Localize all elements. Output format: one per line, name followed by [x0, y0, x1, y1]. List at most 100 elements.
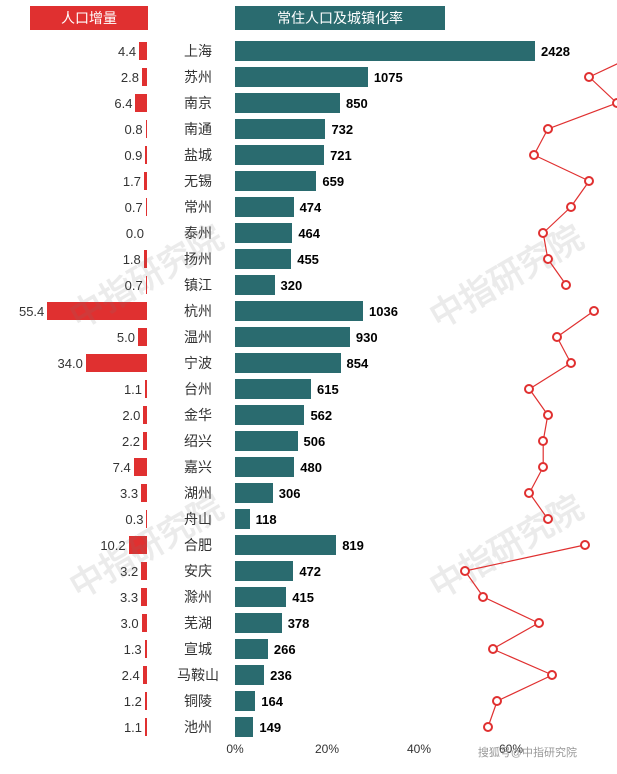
population-value: 2428 — [541, 44, 570, 59]
header-left-title: 人口增量 — [30, 6, 148, 30]
growth-bar — [141, 562, 147, 580]
growth-value: 2.4 — [122, 668, 140, 683]
population-value: 164 — [261, 694, 283, 709]
growth-value: 0.8 — [124, 122, 142, 137]
population-value: 474 — [300, 200, 322, 215]
growth-bar — [143, 406, 147, 424]
growth-value: 1.2 — [124, 694, 142, 709]
population-bar — [235, 639, 268, 659]
growth-value: 4.4 — [118, 44, 136, 59]
table-row: 0.7常州474 — [0, 194, 617, 220]
table-row: 1.1 台州 615 — [0, 376, 617, 402]
population-bar — [235, 223, 292, 243]
city-name: 南通 — [168, 119, 228, 139]
table-row: 34.0宁波854 — [0, 350, 617, 376]
population-bar — [235, 561, 293, 581]
city-name: 舟山 — [168, 509, 228, 529]
x-axis-tick: 20% — [315, 742, 339, 756]
table-row: 5.0温州930 — [0, 324, 617, 350]
city-name: 台州 — [168, 379, 228, 399]
header-right-label: 常住人口及城镇化率 — [277, 8, 403, 28]
table-row: 1.7无锡659 — [0, 168, 617, 194]
population-value: 149 — [259, 720, 281, 735]
population-bar — [235, 353, 341, 373]
city-name: 嘉兴 — [168, 457, 228, 477]
city-name: 杭州 — [168, 301, 228, 321]
city-name: 金华 — [168, 405, 228, 425]
urban-rate-marker — [478, 592, 488, 602]
population-bar — [235, 119, 325, 139]
population-value: 472 — [299, 564, 321, 579]
table-row: 2.8苏州1075 — [0, 64, 617, 90]
city-name: 马鞍山 — [168, 665, 228, 685]
growth-value: 5.0 — [117, 330, 135, 345]
growth-bar — [143, 432, 147, 450]
urban-rate-marker — [460, 566, 470, 576]
urban-rate-marker — [543, 124, 553, 134]
urban-rate-marker — [543, 514, 553, 524]
city-name: 泰州 — [168, 223, 228, 243]
population-bar — [235, 665, 264, 685]
population-bar — [235, 249, 291, 269]
table-row: 2.4 马鞍山 236 — [0, 662, 617, 688]
population-value: 850 — [346, 96, 368, 111]
city-name: 铜陵 — [168, 691, 228, 711]
table-row: 0.9盐城721 — [0, 142, 617, 168]
population-value: 236 — [270, 668, 292, 683]
growth-bar — [144, 250, 147, 268]
urban-rate-marker — [547, 670, 557, 680]
population-value: 615 — [317, 382, 339, 397]
growth-value: 0.9 — [124, 148, 142, 163]
growth-bar — [139, 42, 147, 60]
growth-bar — [47, 302, 147, 320]
urban-rate-marker — [566, 202, 576, 212]
urban-rate-marker — [529, 150, 539, 160]
population-value: 118 — [256, 512, 277, 527]
population-value: 306 — [279, 486, 301, 501]
table-row: 1.2 铜陵 164 — [0, 688, 617, 714]
urban-rate-marker — [612, 98, 617, 108]
urban-rate-marker — [488, 644, 498, 654]
growth-bar — [146, 198, 147, 216]
population-bar — [235, 93, 340, 113]
growth-value: 1.1 — [124, 382, 142, 397]
population-bar — [235, 483, 273, 503]
urban-rate-marker — [524, 488, 534, 498]
growth-bar — [142, 68, 147, 86]
population-bar — [235, 587, 286, 607]
population-value: 721 — [330, 148, 352, 163]
city-name: 常州 — [168, 197, 228, 217]
population-value: 455 — [297, 252, 319, 267]
population-bar — [235, 327, 350, 347]
growth-value: 2.2 — [122, 434, 140, 449]
urban-rate-marker — [566, 358, 576, 368]
city-name: 芜湖 — [168, 613, 228, 633]
growth-bar — [143, 666, 147, 684]
city-name: 池州 — [168, 717, 228, 737]
growth-bar — [145, 380, 147, 398]
urban-rate-marker — [589, 306, 599, 316]
population-value: 930 — [356, 330, 378, 345]
growth-value: 1.1 — [124, 720, 142, 735]
population-value: 819 — [342, 538, 364, 553]
population-bar — [235, 431, 298, 451]
urban-rate-marker — [538, 436, 548, 446]
table-row: 1.8扬州455 — [0, 246, 617, 272]
table-row: 7.4嘉兴480 — [0, 454, 617, 480]
growth-bar — [146, 510, 147, 528]
growth-bar — [142, 614, 147, 632]
population-bar — [235, 197, 294, 217]
growth-value: 6.4 — [114, 96, 132, 111]
population-value: 266 — [274, 642, 296, 657]
table-row: 2.0金华562 — [0, 402, 617, 428]
population-value: 464 — [298, 226, 320, 241]
table-row: 0.0泰州464 — [0, 220, 617, 246]
growth-value: 10.2 — [100, 538, 125, 553]
header-left-label: 人口增量 — [61, 8, 117, 28]
urban-rate-marker — [584, 72, 594, 82]
population-value: 562 — [310, 408, 332, 423]
growth-bar — [145, 640, 147, 658]
growth-value: 0.3 — [125, 512, 143, 527]
table-row: 1.1 池州 149 — [0, 714, 617, 740]
population-bar — [235, 67, 368, 87]
